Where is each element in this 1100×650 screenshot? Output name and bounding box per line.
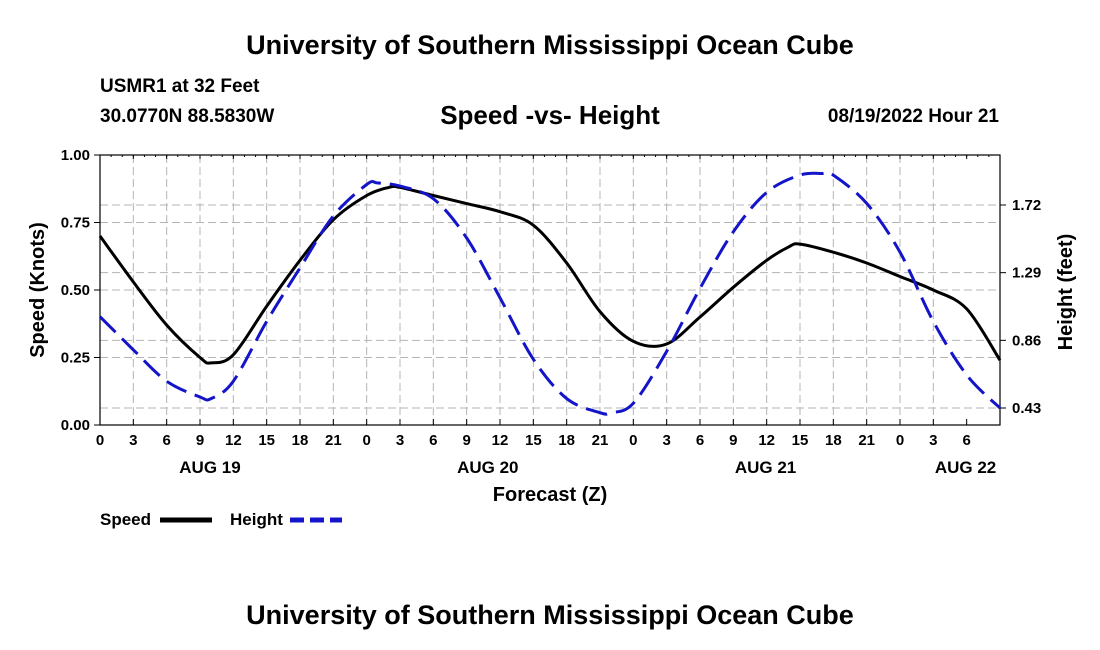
- x-tick-label: 0: [629, 432, 637, 449]
- x-tick-label: 15: [525, 432, 542, 449]
- x-tick-label: 6: [429, 432, 437, 449]
- x-tick-label: 21: [325, 432, 342, 449]
- forecast-datetime: 08/19/2022 Hour 21: [827, 106, 999, 127]
- x-tick-label: 0: [96, 432, 104, 449]
- y-tick-label: 0.50: [61, 282, 90, 299]
- x-tick-label: 12: [492, 432, 509, 449]
- y-tick-label: 1.00: [61, 147, 90, 164]
- x-tick-label: 15: [258, 432, 275, 449]
- day-label: AUG 19: [179, 458, 240, 477]
- height-series-line: [98, 170, 1002, 416]
- legend-height-label: Height: [230, 510, 283, 529]
- x-tick-label: 3: [129, 432, 137, 449]
- x-tick-label: 0: [362, 432, 370, 449]
- day-label: AUG 21: [735, 458, 796, 477]
- legend: Speed Height: [100, 510, 342, 529]
- station-coordinates: 30.0770N 88.5830W: [100, 106, 275, 127]
- y-tick-label: 0.00: [61, 417, 90, 434]
- x-tick-label: 18: [292, 432, 309, 449]
- y2-tick-label: 1.29: [1012, 265, 1041, 282]
- x-tick-label: 6: [162, 432, 170, 449]
- labels-layer: 0 3 6 9 12 15 18 21 0 3 6 9 12 15 18 21 0 3 6 9 12 15 18 21 0 3 6A…: [61, 147, 1041, 477]
- x-tick-label: 9: [729, 432, 737, 449]
- day-label: AUG 22: [935, 458, 996, 477]
- y2-tick-label: 0.43: [1012, 400, 1041, 417]
- x-tick-label: 6: [696, 432, 704, 449]
- station-label: USMR1 at 32 Feet: [100, 76, 260, 97]
- day-label: AUG 20: [457, 458, 518, 477]
- y2-axis-title: Height (feet): [1055, 234, 1077, 351]
- main-title: University of Southern Mississippi Ocean…: [246, 30, 854, 60]
- x-tick-label: 18: [558, 432, 575, 449]
- ticks-layer: [94, 154, 1006, 426]
- x-tick-label: 3: [929, 432, 937, 449]
- legend-speed-label: Speed: [100, 510, 151, 529]
- y-axis-title: Speed (Knots): [27, 222, 49, 358]
- y-tick-label: 0.25: [61, 350, 90, 367]
- footer-title: University of Southern Mississippi Ocean…: [246, 600, 854, 630]
- x-tick-label: 15: [792, 432, 809, 449]
- chart-subtitle: Speed -vs- Height: [440, 100, 660, 130]
- x-axis-title: Forecast (Z): [493, 484, 607, 506]
- x-tick-label: 0: [896, 432, 904, 449]
- x-tick-label: 21: [592, 432, 609, 449]
- grid-layer: [100, 155, 1000, 425]
- x-tick-label: 21: [858, 432, 875, 449]
- x-tick-label: 3: [396, 432, 404, 449]
- x-tick-label: 9: [196, 432, 204, 449]
- x-tick-label: 12: [225, 432, 242, 449]
- x-tick-label: 9: [462, 432, 470, 449]
- y2-tick-label: 1.72: [1012, 197, 1041, 214]
- x-tick-label: 18: [825, 432, 842, 449]
- y2-tick-label: 0.86: [1012, 332, 1041, 349]
- x-tick-label: 6: [962, 432, 970, 449]
- speed-series-line: [98, 184, 1002, 365]
- x-tick-label: 3: [662, 432, 670, 449]
- x-tick-label: 12: [758, 432, 775, 449]
- y-tick-label: 0.75: [61, 215, 90, 232]
- series-layer: [98, 170, 1002, 416]
